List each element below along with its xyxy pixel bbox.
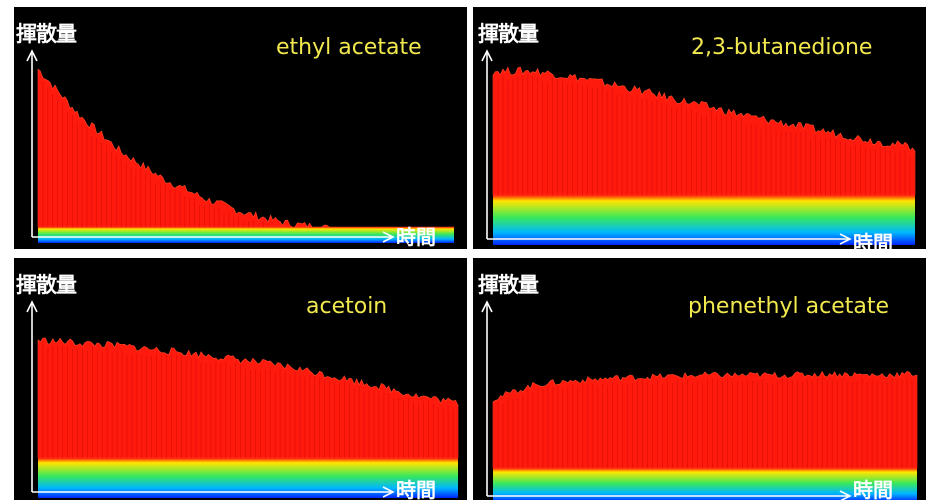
- y-axis-label: 揮散量: [16, 22, 77, 46]
- y-axis-arrow: [481, 49, 493, 62]
- chart-plot: [26, 300, 459, 498]
- x-axis-arrow: [839, 233, 852, 245]
- chart-panel-acetoin: 揮散量 時間 acetoin: [14, 258, 467, 500]
- chart-title: phenethyl acetate: [688, 294, 889, 319]
- y-axis-label: 揮散量: [478, 22, 539, 46]
- data-area: [492, 66, 916, 196]
- x-axis-arrow: [382, 231, 395, 243]
- chart-plot: [26, 49, 454, 243]
- x-axis-label: 時間: [396, 225, 436, 249]
- y-axis-label: 揮散量: [478, 273, 539, 297]
- chart-panel-phenethyl-acetate: 揮散量 時間 phenethyl acetate: [473, 258, 926, 500]
- data-area: [492, 370, 918, 469]
- y-axis-arrow: [26, 49, 38, 62]
- chart-plot: [481, 300, 918, 500]
- chart-plot: [481, 49, 916, 245]
- y-axis-label: 揮散量: [16, 273, 77, 297]
- color-band: [38, 227, 454, 243]
- y-axis-arrow: [481, 300, 493, 313]
- x-axis-label: 時間: [396, 478, 436, 500]
- color-band: [493, 195, 915, 245]
- x-axis-arrow: [839, 490, 852, 500]
- chart-title: 2,3-butanedione: [691, 35, 873, 60]
- chart-title: acetoin: [306, 294, 388, 319]
- data-area: [37, 68, 454, 228]
- chart-title: ethyl acetate: [276, 35, 422, 60]
- data-area: [37, 337, 459, 459]
- x-axis-label: 時間: [853, 231, 893, 249]
- chart-panel-2-3-butanedione: 揮散量 時間 2,3-butanedione: [473, 7, 926, 249]
- y-axis-arrow: [26, 300, 38, 313]
- x-axis-label: 時間: [853, 478, 893, 500]
- x-axis-arrow: [382, 486, 395, 498]
- chart-panel-ethyl-acetate: 揮散量 時間 ethyl acetate: [14, 7, 467, 249]
